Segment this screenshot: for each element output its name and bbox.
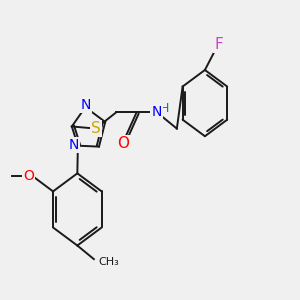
Text: O: O [117,136,129,151]
Text: F: F [214,37,223,52]
Text: CH₃: CH₃ [99,257,120,267]
Text: O: O [23,169,34,183]
Text: S: S [91,121,100,136]
Text: N: N [151,105,162,118]
Text: N: N [80,98,91,112]
Text: N: N [68,138,79,152]
Text: H: H [160,102,169,115]
